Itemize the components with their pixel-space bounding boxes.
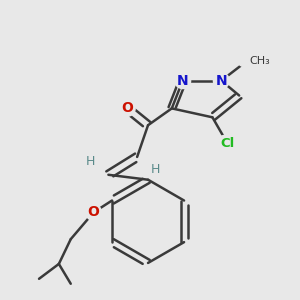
Ellipse shape bbox=[82, 154, 98, 170]
Ellipse shape bbox=[237, 53, 273, 69]
Ellipse shape bbox=[147, 162, 163, 178]
Ellipse shape bbox=[85, 205, 101, 220]
Text: H: H bbox=[150, 163, 160, 176]
Text: H: H bbox=[86, 155, 95, 168]
Text: CH₃: CH₃ bbox=[249, 56, 270, 66]
Text: Cl: Cl bbox=[220, 136, 234, 150]
Ellipse shape bbox=[213, 73, 229, 88]
Ellipse shape bbox=[214, 135, 240, 151]
Text: O: O bbox=[88, 206, 100, 219]
Text: O: O bbox=[121, 101, 133, 116]
Ellipse shape bbox=[175, 73, 190, 88]
Ellipse shape bbox=[119, 100, 135, 116]
Text: N: N bbox=[215, 74, 227, 88]
Text: N: N bbox=[177, 74, 188, 88]
